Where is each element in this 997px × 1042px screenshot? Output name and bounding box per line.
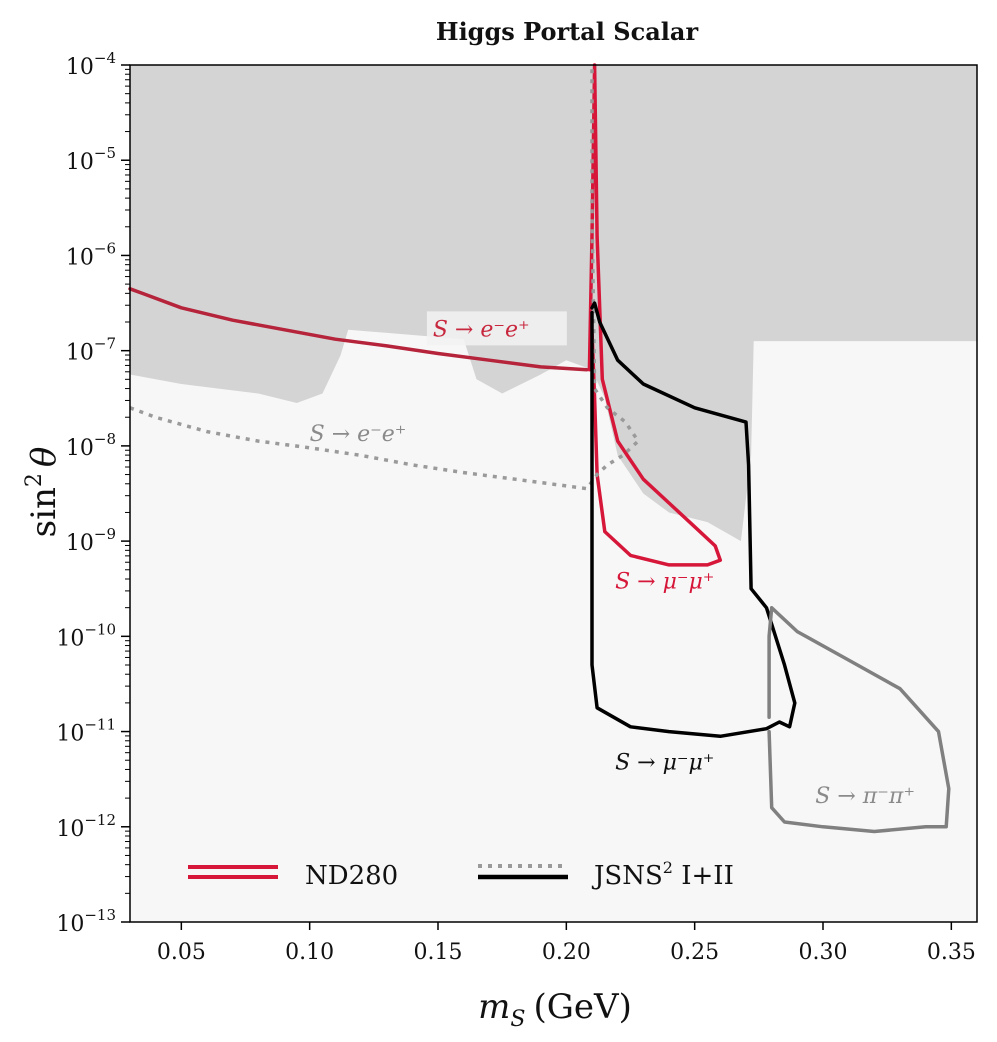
annotation-text-pipi-grey: S → π⁻π⁺ (815, 784, 915, 809)
y-tick-label-2: 10−6 (66, 239, 116, 270)
y-tick-label-exp-6: −10 (84, 620, 116, 638)
y-tick-label-base-1: 10 (66, 150, 94, 175)
legend-label-jsns-sup: 2 (663, 858, 673, 877)
legend-label-jsns-suffix: I+II (673, 861, 734, 891)
legend-label-jsns: JSNS2 I+II (591, 858, 734, 891)
y-tick-label-exp-0: −4 (94, 49, 116, 67)
legend-label-nd280: ND280 (305, 861, 398, 891)
y-tick-label-base-8: 10 (56, 817, 84, 842)
plot-area: S → e⁻e⁺ S → e⁻e⁺ S → μ⁻μ⁺ S → μ⁻μ⁺ S → π⁻π⁺ (128, 63, 978, 923)
annotation-text-mumu-red: S → μ⁻μ⁺ (615, 570, 714, 595)
series-line-4 (767, 606, 951, 834)
y-tick-label-base-6: 10 (56, 626, 84, 651)
x-axis: 0.05 0.10 0.15 0.20 0.25 0.30 0.35 (157, 922, 976, 965)
x-tick-label-4: 0.25 (670, 940, 719, 965)
y-tick-label-base-9: 10 (56, 912, 84, 937)
y-tick-label-exp-1: −5 (94, 144, 116, 162)
x-tick-label-2: 0.15 (414, 940, 463, 965)
y-tick-label-base-7: 10 (56, 722, 84, 747)
y-axis: 10−410−510−610−710−810−910−1010−1110−121… (56, 49, 130, 937)
legend-entry-nd280: ND280 (188, 861, 398, 891)
legend-label-jsns-name: JSNS (591, 861, 663, 891)
y-axis-label-sup: 2 (22, 473, 47, 487)
excluded-region (130, 65, 977, 542)
y-axis-label: sin2 θ (22, 447, 64, 538)
y-tick-label-9: 10−13 (56, 906, 116, 937)
x-axis-label-var: m (478, 987, 510, 1027)
y-tick-label-exp-4: −8 (94, 430, 116, 448)
y-tick-label-exp-8: −12 (84, 811, 116, 829)
annotation-box-ee-red (426, 311, 567, 346)
plot-frame (129, 64, 978, 923)
y-tick-label-base-5: 10 (66, 531, 94, 556)
series-line-1 (587, 63, 723, 567)
y-tick-label-exp-3: −7 (94, 335, 116, 353)
x-axis-label-sub: S (510, 1007, 525, 1032)
y-tick-label-1: 10−5 (66, 144, 116, 175)
y-tick-label-base-3: 10 (66, 341, 94, 366)
legend: ND280 JSNS2 I+II (188, 858, 734, 891)
x-tick-label-6: 0.35 (927, 940, 976, 965)
annotation-layer: S → e⁻e⁺ S → e⁻e⁺ S → μ⁻μ⁺ S → μ⁻μ⁺ S → π⁻π⁺ (310, 311, 915, 809)
y-tick-label-exp-9: −13 (84, 906, 116, 924)
y-tick-label-exp-2: −6 (94, 239, 116, 257)
annotation-text-ee-grey: S → e⁻e⁺ (310, 422, 407, 447)
y-tick-label-base-2: 10 (66, 245, 94, 270)
series-line-0 (128, 287, 589, 372)
y-axis-label-var: θ (24, 447, 64, 467)
series-line-2 (129, 65, 640, 491)
y-tick-label-base-4: 10 (66, 436, 94, 461)
x-axis-label: mS (GeV) (478, 987, 632, 1032)
annotation-text-mumu-black: S → μ⁻μ⁺ (615, 751, 714, 776)
annotation-text-ee-red: S → e⁻e⁺ (433, 317, 530, 342)
y-axis-label-fn: sin (24, 487, 64, 537)
annotation-ee-grey: S → e⁻e⁺ (310, 422, 407, 447)
series-layer (128, 63, 951, 834)
y-tick-label-exp-5: −9 (94, 525, 116, 543)
x-tick-label-5: 0.30 (799, 940, 848, 965)
y-tick-label-exp-7: −11 (84, 716, 116, 734)
annotation-mumu-red: S → μ⁻μ⁺ (615, 570, 714, 595)
x-tick-label-3: 0.20 (542, 940, 591, 965)
annotation-mumu-black: S → μ⁻μ⁺ (615, 751, 714, 776)
chart-title: Higgs Portal Scalar (436, 17, 699, 46)
y-tick-label-7: 10−11 (56, 716, 116, 747)
x-tick-label-1: 0.10 (285, 940, 334, 965)
annotation-pipi-grey: S → π⁻π⁺ (815, 784, 915, 809)
legend-entry-jsns: JSNS2 I+II (478, 858, 734, 891)
annotation-ee-red: S → e⁻e⁺ (426, 311, 567, 346)
y-tick-label-3: 10−7 (66, 335, 116, 366)
y-tick-label-5: 10−9 (66, 525, 116, 556)
y-tick-label-base-0: 10 (66, 55, 94, 80)
x-axis-label-unit: (GeV) (533, 987, 631, 1027)
y-tick-label-0: 10−4 (66, 49, 116, 80)
series-line-3 (590, 301, 797, 739)
x-tick-label-0: 0.05 (157, 940, 206, 965)
y-tick-label-8: 10−12 (56, 811, 116, 842)
y-tick-label-4: 10−8 (66, 430, 116, 461)
y-tick-label-6: 10−10 (56, 620, 116, 651)
